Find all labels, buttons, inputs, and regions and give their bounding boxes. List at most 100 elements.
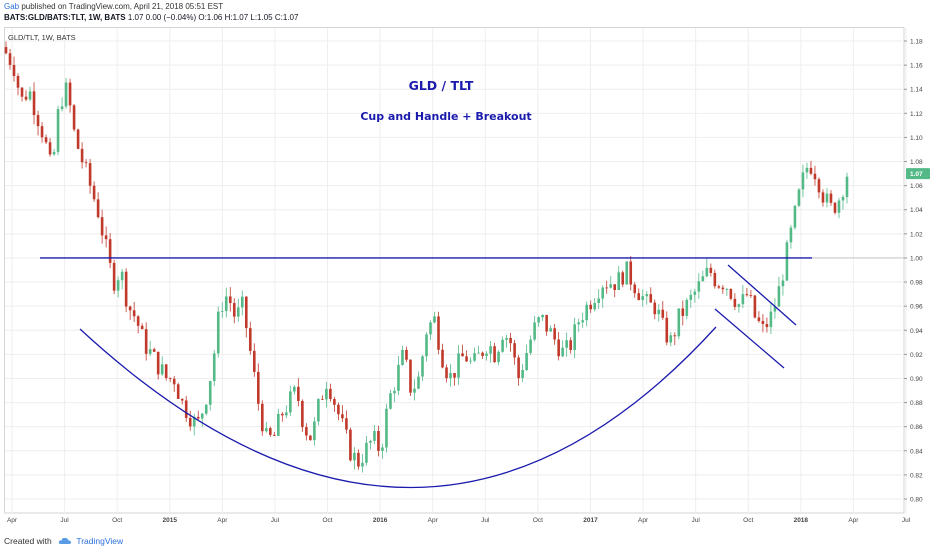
candle-body	[641, 296, 645, 301]
candle-body	[741, 294, 745, 305]
time-tick-label: Oct	[743, 517, 753, 524]
price-tick-label: 1.12	[910, 111, 923, 118]
candle-body	[729, 288, 733, 299]
candle-body	[725, 288, 729, 290]
candle-body	[481, 352, 484, 356]
publish-text: published on TradingView.com, April 21, …	[21, 2, 224, 11]
price-tick-label: 0.84	[910, 448, 923, 455]
candle-body	[789, 227, 793, 243]
price-axis: 1.18 1.16 1.14 1.12 1.10 1.08 1.06 1.04 1.02 1.00…	[904, 39, 923, 504]
candle-body	[473, 353, 476, 361]
candle-body	[68, 82, 72, 106]
candle-body	[337, 404, 340, 415]
last-price-label: 1.07	[910, 171, 923, 178]
chart-grid	[4, 27, 907, 514]
candle-body	[561, 347, 564, 357]
candle-body	[96, 199, 100, 218]
symbol-tag: GLD/TLT, 1W, BATS	[8, 33, 76, 42]
candle-body	[537, 317, 540, 323]
candle-body	[505, 337, 508, 340]
candle-body	[609, 284, 613, 288]
candle-body	[465, 356, 468, 362]
author-link[interactable]: Gab	[4, 2, 20, 11]
candle-body	[833, 202, 837, 213]
candle-body	[373, 431, 376, 441]
handle-lower-line	[714, 308, 785, 369]
candle-body	[781, 280, 785, 287]
candle-body	[621, 272, 625, 285]
candle-body	[269, 428, 272, 435]
price-chart[interactable]: 1.07 1.18 1.16 1.14 1.12 1.10 1.08 1.06 1.04 1.0…	[4, 27, 932, 524]
candle-body	[669, 335, 673, 343]
candle-body	[341, 414, 344, 419]
candle-body	[184, 400, 188, 418]
candle-body	[705, 267, 709, 277]
candle-body	[261, 403, 264, 432]
candle-body	[581, 320, 584, 323]
candle-body	[164, 364, 168, 379]
ohlc-values: 1.07 0.00 (−0.04%) O:1.06 H:1.07 L:1.05 …	[127, 13, 299, 22]
candle-body	[244, 296, 248, 329]
candle-body	[248, 328, 252, 351]
candle-body	[104, 235, 108, 240]
chart-subtitle: Cup and Handle + Breakout	[360, 110, 531, 123]
candle-body	[757, 317, 761, 321]
tradingview-link[interactable]: TradingView	[76, 536, 124, 546]
price-tick-label: 0.94	[910, 328, 923, 335]
time-tick-label: Jul	[60, 517, 69, 524]
candle-body	[589, 304, 592, 310]
candle-body	[281, 413, 284, 416]
candle-body	[16, 75, 20, 88]
candle-body	[737, 304, 741, 307]
candle-body	[397, 364, 400, 391]
price-tick-label: 0.98	[910, 280, 923, 287]
candle-body	[12, 64, 16, 76]
candle-body	[224, 296, 228, 311]
candle-body	[485, 353, 488, 356]
candlestick-series	[4, 41, 849, 473]
candle-body	[673, 335, 677, 337]
candle-body	[445, 367, 448, 379]
candle-body	[449, 373, 452, 379]
candle-body	[212, 353, 216, 382]
candle-body	[401, 349, 404, 365]
candle-body	[601, 287, 605, 299]
candle-body	[477, 352, 480, 354]
candle-body	[693, 291, 697, 295]
candle-body	[569, 340, 572, 350]
candle-body	[277, 413, 280, 436]
candle-body	[421, 356, 424, 377]
candle-body	[521, 370, 524, 379]
candle-body	[357, 452, 360, 467]
candle-body	[493, 346, 496, 363]
candle-body	[653, 302, 657, 315]
candle-body	[156, 351, 160, 375]
candle-body	[553, 328, 556, 340]
candle-body	[665, 317, 669, 343]
price-tick-label: 1.04	[910, 207, 923, 214]
candle-body	[321, 399, 324, 400]
candle-body	[777, 286, 781, 307]
candle-body	[785, 242, 789, 281]
candle-body	[228, 296, 232, 304]
candle-body	[701, 276, 705, 282]
chart-area[interactable]: 1.07 1.18 1.16 1.14 1.12 1.10 1.08 1.06 1.04 1.0…	[4, 27, 932, 524]
candle-body	[273, 434, 276, 436]
candle-body	[713, 272, 717, 287]
price-tick-label: 0.80	[910, 497, 923, 504]
tradingview-cloud-icon	[58, 537, 72, 544]
time-tick-label: 2016	[373, 517, 388, 524]
candle-body	[393, 390, 396, 394]
candle-body	[577, 322, 580, 325]
candle-body	[457, 353, 460, 378]
candle-body	[293, 386, 296, 392]
candle-body	[497, 351, 500, 363]
created-with-label: Created with	[4, 536, 52, 546]
time-tick-label: Jul	[902, 517, 911, 524]
candle-body	[265, 428, 268, 432]
candle-body	[689, 294, 693, 300]
price-tick-label: 0.92	[910, 352, 923, 359]
candle-body	[301, 400, 304, 428]
candle-body	[469, 360, 472, 362]
candle-body	[128, 306, 132, 311]
